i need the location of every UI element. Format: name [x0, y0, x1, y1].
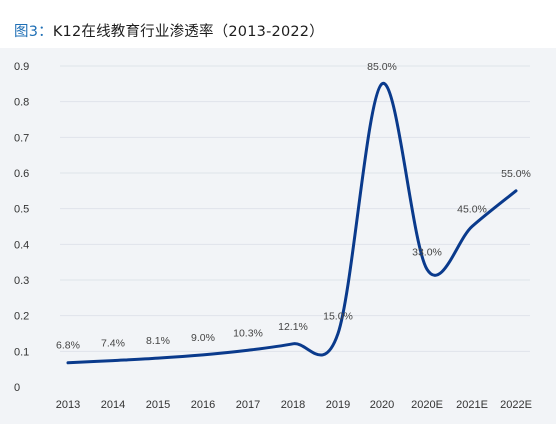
data-labels: 6.8% 7.4% 8.1% 9.0% 10.3% 12.1% 15.0% 85.0% 33.0…: [56, 61, 531, 352]
y-tick-label: 0.7: [14, 132, 29, 144]
data-label: 15.0%: [323, 311, 353, 323]
x-axis-ticks: 2013 2014 2015 2016 2017 2018 2019 2020 2020E 202…: [56, 399, 532, 411]
x-tick-label: 2020: [370, 399, 394, 411]
y-tick-label: 0.9: [14, 61, 29, 73]
data-label: 85.0%: [367, 61, 397, 73]
y-tick-label: 0.6: [14, 168, 29, 180]
data-label: 7.4%: [101, 338, 125, 350]
data-label: 6.8%: [56, 340, 80, 352]
y-tick-label: 0.5: [14, 204, 29, 216]
data-label: 55.0%: [501, 168, 531, 180]
y-tick-label: 0.8: [14, 97, 29, 109]
y-axis-ticks: 0 0.1 0.2 0.3 0.4 0.5 0.6 0.7 0.8 0.9: [14, 61, 29, 394]
y-tick-label: 0.3: [14, 275, 29, 287]
data-label: 45.0%: [457, 204, 487, 216]
y-tick-label: 0.1: [14, 346, 29, 358]
gridlines: [60, 65, 530, 352]
figure-number: 图3：: [14, 24, 53, 40]
x-tick-label: 2021E: [456, 399, 488, 411]
chart-title: 图3：K12在线教育行业渗透率（2013-2022）: [14, 20, 324, 41]
x-tick-label: 2016: [191, 399, 215, 411]
series-line: [66, 82, 518, 365]
data-label: 8.1%: [146, 335, 170, 347]
data-label: 33.0%: [412, 246, 442, 258]
x-tick-label: 2013: [56, 399, 80, 411]
x-tick-label: 2022E: [500, 399, 532, 411]
x-tick-label: 2015: [146, 399, 170, 411]
x-tick-label: 2017: [236, 399, 260, 411]
x-tick-label: 2018: [281, 399, 305, 411]
data-label: 12.1%: [278, 321, 308, 333]
data-label: 9.0%: [191, 332, 215, 344]
x-tick-label: 2014: [101, 399, 125, 411]
y-tick-label: 0.4: [14, 239, 29, 251]
y-tick-label: 0.2: [14, 311, 29, 323]
x-tick-label: 2019: [326, 399, 350, 411]
y-tick-label: 0: [14, 382, 20, 394]
data-label: 10.3%: [233, 327, 263, 339]
x-tick-label: 2020E: [411, 399, 443, 411]
title-text: K12在线教育行业渗透率（2013-2022）: [52, 24, 324, 40]
